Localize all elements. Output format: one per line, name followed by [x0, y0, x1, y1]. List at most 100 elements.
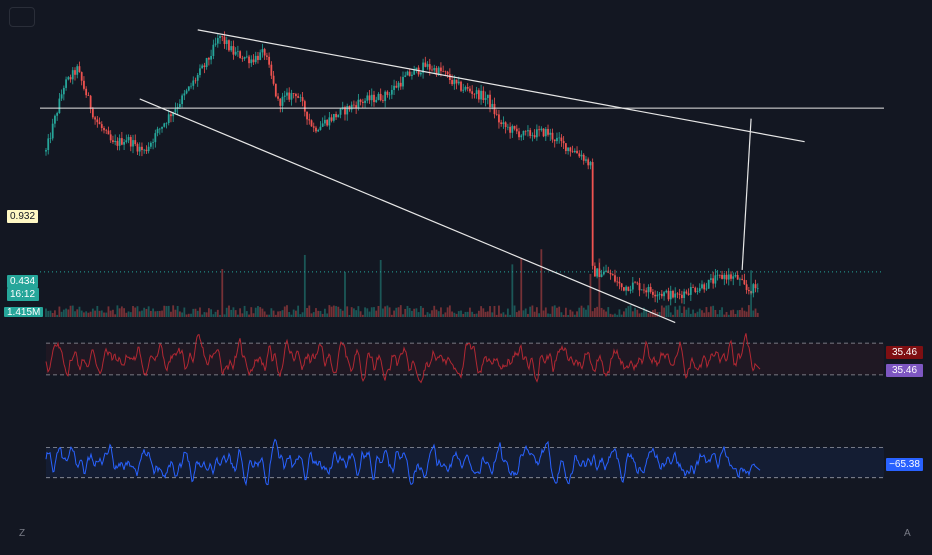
candle-body — [542, 128, 545, 137]
volume-bar — [457, 311, 460, 317]
candle-body — [453, 79, 456, 85]
candle-body — [739, 278, 741, 280]
candle-body — [207, 58, 210, 60]
volume-bar — [406, 305, 409, 317]
volume-bar — [498, 305, 500, 317]
volume-series — [45, 249, 759, 317]
volume-bar — [585, 309, 587, 317]
candle-body — [319, 126, 322, 130]
volume-bar — [547, 313, 549, 317]
candle-body — [199, 68, 201, 76]
volume-bar — [480, 306, 482, 317]
last-price-tag: 0.434 — [7, 275, 39, 288]
volume-bar — [489, 306, 491, 317]
volume-bar — [69, 305, 72, 317]
candle-body — [437, 67, 440, 75]
volume-bar — [732, 309, 735, 317]
candle-body — [147, 146, 150, 152]
volume-bar — [647, 313, 650, 317]
candle-body — [187, 86, 190, 91]
volume-bar — [754, 308, 757, 317]
volume-bar — [672, 314, 674, 317]
candle-body — [667, 290, 670, 300]
candle-body — [674, 293, 677, 298]
candle-body — [701, 284, 703, 289]
volume-bar — [529, 306, 532, 317]
candle-body — [703, 284, 706, 290]
volume-bar — [147, 306, 150, 317]
candle-body — [279, 98, 282, 106]
candle-body — [649, 286, 652, 292]
volume-bar — [118, 308, 121, 317]
volume-bar — [596, 306, 599, 317]
volume-bar — [446, 307, 449, 317]
volume-bar — [330, 306, 333, 317]
volume-bar — [687, 307, 690, 317]
chart-settings-button[interactable] — [9, 7, 35, 27]
candle-body — [196, 75, 199, 81]
volume-bar — [297, 305, 300, 317]
volume-bar — [80, 310, 83, 317]
candle-body — [631, 282, 634, 290]
volume-bar — [580, 305, 583, 317]
candle-body — [431, 69, 433, 71]
candle-body — [183, 93, 186, 96]
volume-bar — [270, 308, 273, 317]
candle-body — [547, 128, 549, 135]
candle-body — [408, 71, 411, 76]
candle-body — [435, 68, 438, 75]
candle-body — [627, 286, 630, 291]
volume-bar — [120, 306, 123, 317]
candle-body — [339, 108, 342, 115]
volume-bar — [308, 305, 311, 317]
volume-bar — [51, 312, 54, 317]
volume-bar — [85, 311, 88, 317]
candle-body — [194, 80, 197, 82]
candle-body — [125, 140, 128, 143]
volume-bar — [453, 312, 456, 317]
candle-body — [540, 128, 543, 131]
volume-bar — [288, 312, 291, 317]
candle-body — [754, 284, 757, 289]
volume-bar — [163, 305, 166, 317]
candle-body — [446, 71, 449, 75]
candle-body — [214, 43, 217, 45]
candle-body — [685, 291, 688, 294]
volume-bar — [486, 311, 489, 317]
volume-bar — [390, 314, 393, 317]
volume-bar — [654, 309, 657, 317]
volume-bar — [87, 312, 90, 317]
volume-bar — [674, 306, 677, 317]
candle-body — [80, 72, 83, 81]
volume-bar — [689, 313, 692, 317]
zoom-hint[interactable]: Z — [19, 528, 26, 539]
volume-bar — [283, 306, 286, 317]
candle-body — [562, 141, 565, 144]
auto-scale-hint[interactable]: A — [904, 528, 911, 539]
candle-body — [382, 100, 384, 102]
volume-bar — [310, 313, 313, 317]
volume-bar — [94, 310, 96, 317]
candle-body — [564, 143, 567, 152]
volume-bar — [254, 307, 257, 317]
candle-body — [399, 82, 402, 87]
volume-bar — [573, 314, 576, 317]
volume-bar — [433, 305, 436, 317]
volume-bar — [576, 311, 578, 317]
candle-body — [535, 129, 538, 138]
candle-body — [513, 126, 516, 129]
volume-bar — [756, 312, 759, 317]
candle-body — [404, 75, 407, 77]
candle-body — [154, 133, 157, 143]
candle-body — [732, 276, 735, 279]
volume-bar — [609, 313, 612, 317]
candle-body — [78, 66, 81, 73]
candle-body — [549, 132, 552, 135]
volume-bar — [518, 310, 520, 317]
volume-bar — [210, 309, 213, 317]
volume-bar — [335, 306, 337, 317]
volume-bar — [192, 308, 195, 317]
volume-bar — [727, 314, 730, 317]
